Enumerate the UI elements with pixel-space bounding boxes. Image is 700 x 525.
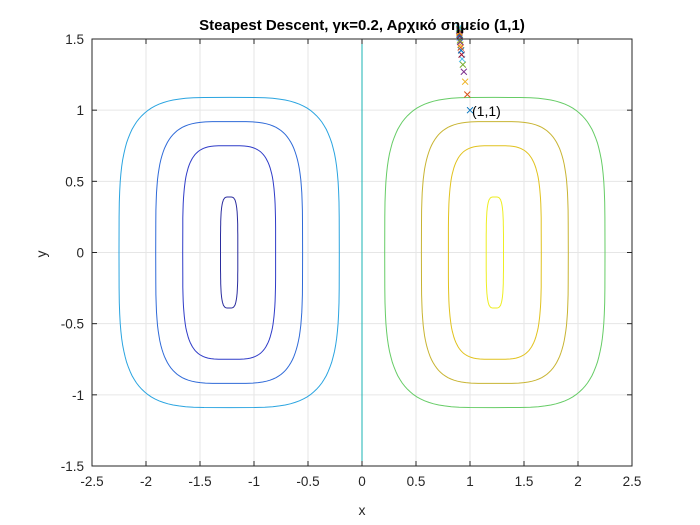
iterate-marker [457, 44, 465, 51]
contour-line [220, 196, 239, 309]
contour-line [447, 145, 542, 360]
iterate-marker [460, 68, 468, 76]
x-tick-label: 2 [574, 474, 582, 489]
contour-line [155, 121, 304, 384]
contour-line [118, 96, 340, 409]
x-tick-label: -2.5 [80, 474, 103, 489]
iterate-marker-stroke [459, 61, 467, 68]
x-tick-label: 0 [358, 474, 366, 489]
y-tick-label: 1.5 [65, 32, 84, 47]
x-tick-label: -1.5 [188, 474, 211, 489]
contour-line [182, 145, 277, 360]
axis-ticks: -2.5 -2 -1.5 -1 -0.5 0 0.5 1 1.5 2 2.5 -1.5 -1 -0.5 0 0… [61, 32, 642, 489]
iterate-marker-stroke [463, 91, 471, 98]
iterate-marker-stroke [460, 68, 468, 76]
y-tick-label: -0.5 [61, 317, 84, 332]
iterate-marker [461, 78, 469, 86]
iterate-markers [455, 24, 474, 114]
iterate-marker-stroke [461, 78, 469, 86]
contour-line [485, 196, 504, 309]
y-axis-label: y [33, 251, 49, 258]
x-axis-label: x [359, 502, 366, 518]
x-tick-label: -1 [248, 474, 260, 489]
iterate-marker [457, 47, 465, 54]
iterate-marker [463, 91, 471, 98]
iterate-marker [455, 27, 463, 34]
iterate-marker-stroke [455, 27, 463, 34]
contour-line [420, 121, 569, 384]
start-point-annotation: (1,1) [472, 103, 501, 119]
iterate-marker [459, 61, 467, 68]
x-tick-label: 2.5 [623, 474, 642, 489]
iterate-marker [455, 25, 463, 33]
x-tick-label: 0.5 [407, 474, 426, 489]
x-tick-label: 1 [466, 474, 474, 489]
iterate-marker-stroke [457, 47, 465, 54]
contour-line [384, 96, 606, 409]
iterate-marker-stroke [466, 106, 474, 114]
x-tick-label: -0.5 [296, 474, 319, 489]
x-tick-label: -2 [140, 474, 152, 489]
y-tick-label: 0.5 [65, 174, 84, 189]
iterate-marker-stroke [455, 25, 463, 33]
iterate-marker-stroke [455, 24, 463, 31]
annotations: (1,1) [472, 103, 501, 119]
contour-lines [118, 39, 606, 466]
y-tick-label: 0 [76, 246, 84, 261]
iterate-marker-stroke [457, 44, 465, 51]
iterate-marker [466, 106, 474, 114]
y-tick-label: -1 [72, 388, 84, 403]
iterate-marker [455, 24, 463, 31]
y-tick-label: 1 [76, 103, 84, 118]
chart-title: Steapest Descent, γκ=0.2, Αρχικό σημείο … [199, 17, 525, 34]
x-tick-label: 1.5 [515, 474, 534, 489]
y-tick-label: -1.5 [61, 459, 84, 474]
